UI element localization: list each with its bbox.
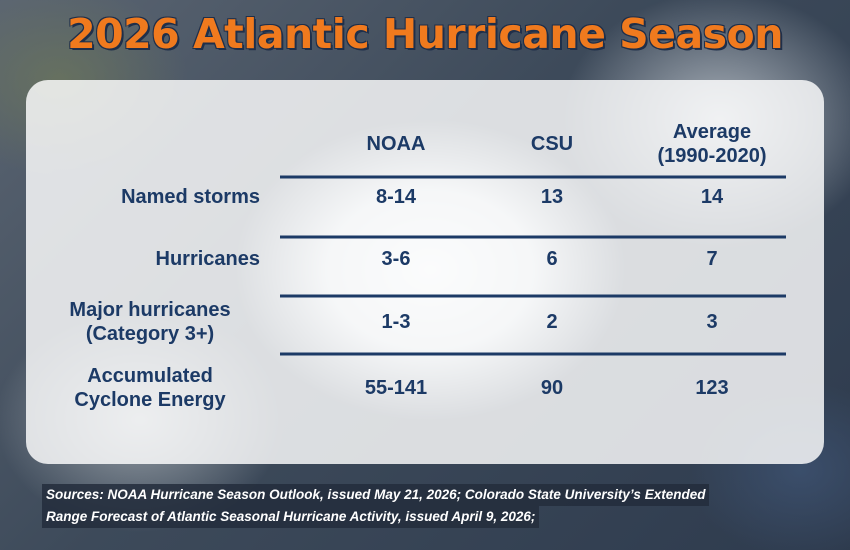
table-panel [26, 80, 824, 464]
column-header-line: Average [672, 121, 752, 143]
page-title: 2026 Atlantic Hurricane Season [67, 10, 783, 58]
row-label: Accumulated Cyclone Energy [50, 364, 250, 412]
row-label: Major hurricanes (Category 3+) [50, 298, 250, 346]
row-label-line: Accumulated [87, 365, 213, 387]
table-cell: 3 [706, 311, 718, 333]
column-header-line: CSU [530, 133, 574, 155]
table-cell: 2 [546, 311, 558, 333]
table-cell: 1-3 [381, 311, 411, 333]
row-label: Hurricanes [10, 247, 261, 271]
row-label-line: Major hurricanes [69, 299, 231, 321]
row-label-line: Hurricanes [155, 248, 261, 270]
table-cell: 7 [706, 248, 718, 270]
table-cell: 6 [546, 248, 558, 270]
table-cell: 3-6 [381, 248, 411, 270]
column-header: NOAA [321, 132, 471, 156]
table-cell: 55-141 [364, 377, 428, 399]
table-cell: 90 [540, 377, 564, 399]
sources-line-1: Sources: NOAA Hurricane Season Outlook, … [42, 484, 710, 506]
table-cell: 8-14 [375, 186, 417, 208]
sources-note: Sources: NOAA Hurricane Season Outlook, … [42, 484, 812, 528]
sources-line-2: Range Forecast of Atlantic Seasonal Hurr… [42, 506, 540, 528]
row-label-line: Cyclone Energy [74, 389, 226, 411]
table-cell: 13 [540, 186, 564, 208]
row-label-line: Named storms [121, 186, 260, 208]
table-cell: 123 [695, 377, 729, 399]
column-header: Average (1990-2020) [637, 120, 787, 168]
column-header-line: NOAA [366, 133, 426, 155]
row-label-line: (Category 3+) [85, 323, 215, 345]
column-header-line: (1990-2020) [657, 145, 767, 167]
column-header: CSU [477, 132, 627, 156]
table-cell: 14 [700, 186, 724, 208]
row-label: Named storms [10, 185, 260, 209]
